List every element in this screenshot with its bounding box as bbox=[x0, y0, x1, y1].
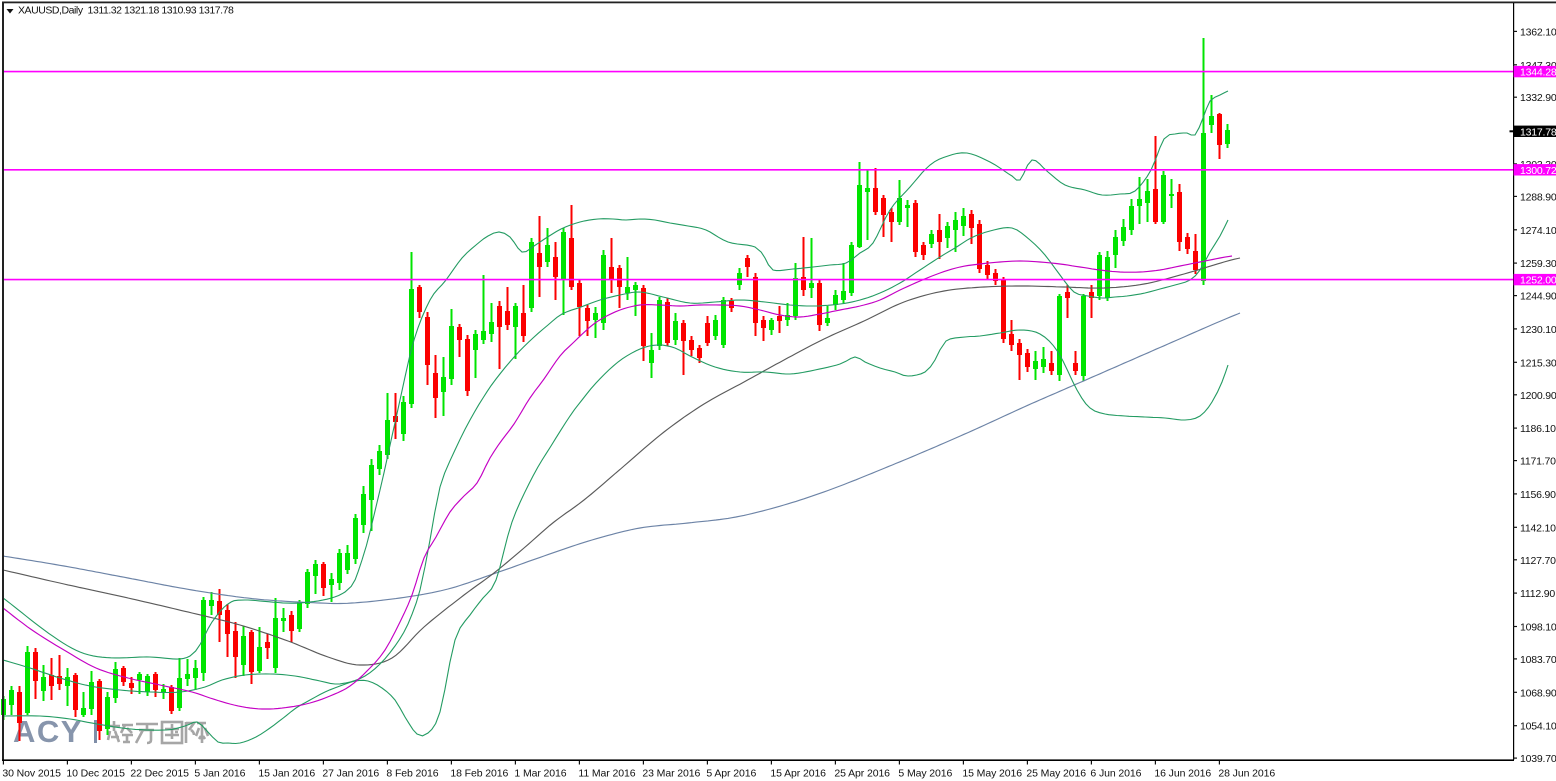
svg-text:1068.90: 1068.90 bbox=[1520, 687, 1556, 699]
svg-text:23 Mar 2016: 23 Mar 2016 bbox=[642, 768, 700, 780]
svg-text:5 May 2016: 5 May 2016 bbox=[898, 768, 952, 780]
svg-text:1171.70: 1171.70 bbox=[1520, 456, 1556, 468]
svg-text:1200.90: 1200.90 bbox=[1520, 390, 1556, 402]
svg-text:1215.30: 1215.30 bbox=[1520, 357, 1556, 369]
svg-text:ACY: ACY bbox=[13, 714, 83, 749]
svg-text:1230.10: 1230.10 bbox=[1520, 324, 1556, 336]
svg-text:1 Mar 2016: 1 Mar 2016 bbox=[514, 768, 566, 780]
svg-text:1142.10: 1142.10 bbox=[1520, 522, 1556, 534]
svg-text:5 Apr 2016: 5 Apr 2016 bbox=[706, 768, 756, 780]
svg-text:1274.10: 1274.10 bbox=[1520, 225, 1556, 237]
svg-text:1288.90: 1288.90 bbox=[1520, 191, 1556, 203]
svg-text:1344.28: 1344.28 bbox=[1520, 67, 1556, 79]
svg-text:1112.90: 1112.90 bbox=[1520, 588, 1555, 600]
svg-text:28 Jun 2016: 28 Jun 2016 bbox=[1218, 768, 1275, 780]
svg-text:15 Apr 2016: 15 Apr 2016 bbox=[770, 768, 826, 780]
svg-text:1252.00: 1252.00 bbox=[1520, 275, 1556, 287]
svg-text:1054.10: 1054.10 bbox=[1520, 721, 1556, 733]
svg-text:XAUUSD,Daily 1311.32 1321.18: XAUUSD,Daily 1311.32 1321.18 1310.93 131… bbox=[18, 5, 234, 17]
svg-text:18 Feb 2016: 18 Feb 2016 bbox=[450, 768, 508, 780]
svg-text:16 Jun 2016: 16 Jun 2016 bbox=[1154, 768, 1211, 780]
svg-text:8 Feb 2016: 8 Feb 2016 bbox=[386, 768, 438, 780]
svg-text:25 May 2016: 25 May 2016 bbox=[1026, 768, 1086, 780]
svg-text:1039.70: 1039.70 bbox=[1520, 753, 1556, 765]
svg-text:1362.10: 1362.10 bbox=[1520, 26, 1556, 38]
svg-text:10 Dec 2015: 10 Dec 2015 bbox=[66, 768, 125, 780]
svg-text:27 Jan 2016: 27 Jan 2016 bbox=[322, 768, 379, 780]
svg-text:1127.70: 1127.70 bbox=[1520, 555, 1556, 567]
svg-text:15 May 2016: 15 May 2016 bbox=[962, 768, 1022, 780]
svg-text:1317.78: 1317.78 bbox=[1520, 126, 1556, 138]
svg-text:1332.90: 1332.90 bbox=[1520, 92, 1556, 104]
svg-text:25 Apr 2016: 25 Apr 2016 bbox=[834, 768, 890, 780]
svg-text:1244.90: 1244.90 bbox=[1520, 291, 1556, 303]
svg-text:30 Nov 2015: 30 Nov 2015 bbox=[2, 768, 61, 780]
svg-text:1083.70: 1083.70 bbox=[1520, 654, 1556, 666]
svg-text:15 Jan 2016: 15 Jan 2016 bbox=[258, 768, 315, 780]
svg-text:6 Jun 2016: 6 Jun 2016 bbox=[1090, 768, 1141, 780]
svg-text:1300.72: 1300.72 bbox=[1520, 165, 1556, 177]
svg-text:5 Jan 2016: 5 Jan 2016 bbox=[194, 768, 245, 780]
svg-text:11 Mar 2016: 11 Mar 2016 bbox=[578, 768, 635, 780]
svg-text:1098.10: 1098.10 bbox=[1520, 622, 1556, 634]
svg-text:1186.10: 1186.10 bbox=[1520, 423, 1556, 435]
svg-text:1259.30: 1259.30 bbox=[1520, 258, 1556, 270]
svg-text:1156.90: 1156.90 bbox=[1520, 489, 1556, 501]
svg-text:22 Dec 2015: 22 Dec 2015 bbox=[130, 768, 189, 780]
